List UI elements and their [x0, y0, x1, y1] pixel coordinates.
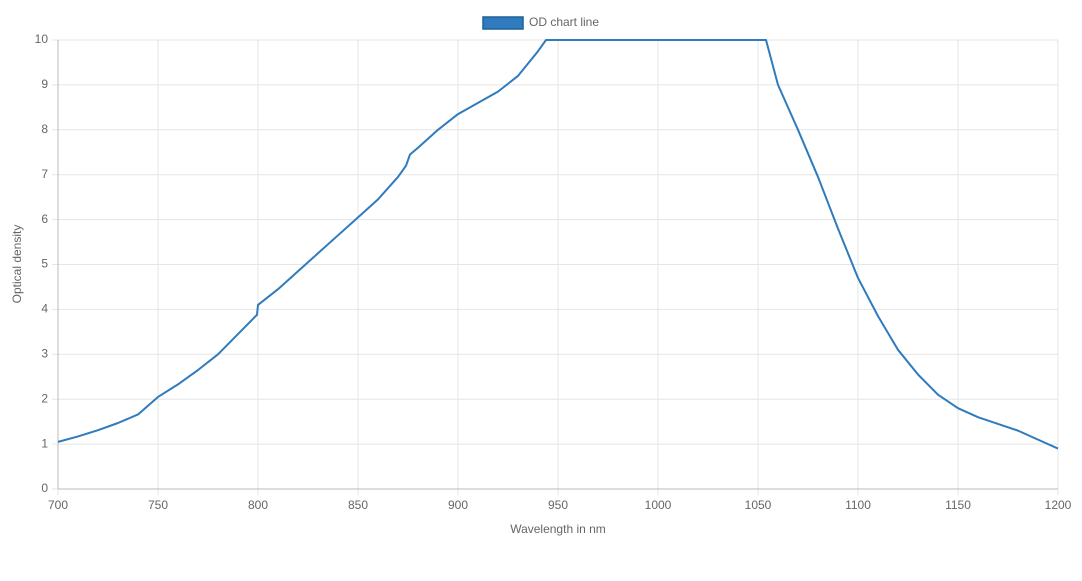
y-tick-label: 4 — [41, 302, 48, 316]
y-tick-label: 0 — [41, 481, 48, 495]
y-tick-label: 1 — [41, 436, 48, 450]
x-axis-title: Wavelength in nm — [510, 522, 606, 536]
x-tick-label: 850 — [348, 498, 368, 512]
y-tick-label: 9 — [41, 77, 48, 91]
x-tick-label: 700 — [48, 498, 68, 512]
x-tick-label: 1000 — [645, 498, 672, 512]
data-line — [57, 39, 1059, 450]
y-tick-label: 6 — [41, 212, 48, 226]
y-axis-title: Optical density — [10, 225, 24, 304]
x-tick-label: 800 — [248, 498, 268, 512]
y-tick-label: 5 — [41, 257, 48, 271]
x-tick-label: 1050 — [745, 498, 772, 512]
x-tick-label: 950 — [548, 498, 568, 512]
y-tick-label: 3 — [41, 346, 48, 360]
y-tick-label: 8 — [41, 122, 48, 136]
y-tick-label: 7 — [41, 167, 48, 181]
x-tick-label: 1100 — [845, 498, 871, 512]
legend-swatch — [482, 16, 524, 30]
y-tick-label: 2 — [41, 391, 48, 405]
x-tick-label: 900 — [448, 498, 468, 512]
x-tick-label: 750 — [148, 498, 168, 512]
legend-label: OD chart line — [529, 15, 599, 29]
x-tick-label: 1150 — [945, 498, 971, 512]
x-tick-label: 1200 — [1045, 498, 1072, 512]
y-tick-label: 10 — [35, 32, 49, 46]
